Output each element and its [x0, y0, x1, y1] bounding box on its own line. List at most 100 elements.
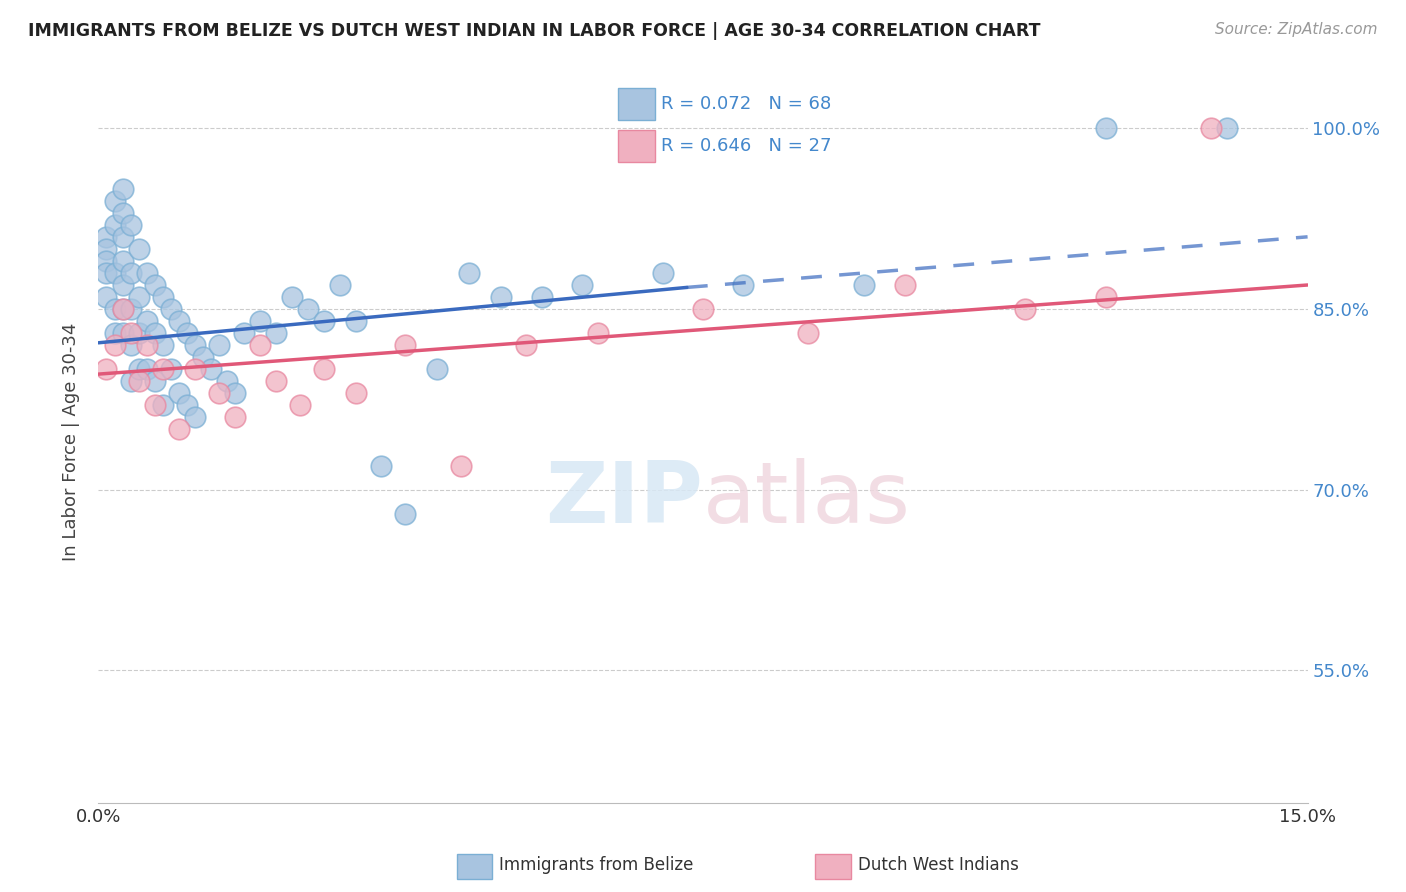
Point — [1014, 301, 1036, 317]
Point — [249, 314, 271, 328]
Point — [797, 326, 820, 341]
Point — [111, 254, 134, 268]
Point — [96, 362, 118, 376]
Point — [176, 398, 198, 412]
Point — [491, 290, 513, 304]
Point — [143, 375, 166, 389]
Point — [96, 254, 118, 268]
Point — [96, 242, 118, 256]
Point — [135, 362, 157, 376]
Point — [103, 266, 125, 280]
Point — [571, 278, 593, 293]
Point — [314, 314, 336, 328]
Point — [217, 375, 239, 389]
Point — [135, 338, 157, 352]
Point — [120, 301, 142, 317]
Text: IMMIGRANTS FROM BELIZE VS DUTCH WEST INDIAN IN LABOR FORCE | AGE 30-34 CORRELATI: IMMIGRANTS FROM BELIZE VS DUTCH WEST IND… — [28, 22, 1040, 40]
Point — [200, 362, 222, 376]
Point — [394, 507, 416, 521]
Point — [111, 182, 134, 196]
Point — [96, 230, 118, 244]
Point — [297, 301, 319, 317]
Point — [193, 350, 215, 364]
Point — [128, 375, 150, 389]
Point — [394, 338, 416, 352]
Point — [111, 205, 134, 219]
Point — [1095, 121, 1118, 136]
Text: Source: ZipAtlas.com: Source: ZipAtlas.com — [1215, 22, 1378, 37]
Point — [1095, 290, 1118, 304]
Point — [111, 230, 134, 244]
Point — [120, 218, 142, 232]
Point — [120, 375, 142, 389]
Point — [450, 458, 472, 473]
Point — [264, 375, 287, 389]
Point — [96, 290, 118, 304]
Point — [103, 326, 125, 341]
Point — [344, 314, 367, 328]
Y-axis label: In Labor Force | Age 30-34: In Labor Force | Age 30-34 — [62, 322, 80, 561]
Bar — [617, 88, 655, 120]
Point — [692, 301, 714, 317]
Point — [370, 458, 392, 473]
Point — [232, 326, 254, 341]
Point — [893, 278, 915, 293]
Point — [224, 410, 246, 425]
Point — [329, 278, 352, 293]
Point — [184, 338, 207, 352]
Point — [103, 301, 125, 317]
Point — [249, 338, 271, 352]
Point — [264, 326, 287, 341]
Point — [288, 398, 311, 412]
Point — [314, 362, 336, 376]
Point — [111, 301, 134, 317]
Text: Dutch West Indians: Dutch West Indians — [858, 856, 1018, 874]
Point — [128, 326, 150, 341]
Point — [1216, 121, 1239, 136]
Point — [224, 386, 246, 401]
Point — [167, 386, 190, 401]
Point — [96, 266, 118, 280]
Point — [143, 278, 166, 293]
Point — [733, 278, 755, 293]
Text: ZIP: ZIP — [546, 458, 703, 541]
Point — [281, 290, 304, 304]
Point — [128, 290, 150, 304]
Point — [184, 410, 207, 425]
Point — [103, 338, 125, 352]
Point — [120, 266, 142, 280]
Point — [344, 386, 367, 401]
Point — [515, 338, 537, 352]
Point — [120, 338, 142, 352]
Point — [135, 266, 157, 280]
Point — [176, 326, 198, 341]
Point — [143, 326, 166, 341]
Text: atlas: atlas — [703, 458, 911, 541]
Text: R = 0.072   N = 68: R = 0.072 N = 68 — [661, 95, 831, 113]
Point — [160, 301, 183, 317]
Point — [135, 314, 157, 328]
Point — [111, 301, 134, 317]
Point — [152, 338, 174, 352]
Point — [143, 398, 166, 412]
Point — [184, 362, 207, 376]
Point — [458, 266, 481, 280]
Point — [152, 398, 174, 412]
Text: R = 0.646   N = 27: R = 0.646 N = 27 — [661, 137, 831, 155]
Point — [152, 362, 174, 376]
Point — [103, 194, 125, 208]
Point — [160, 362, 183, 376]
Point — [167, 423, 190, 437]
Point — [208, 386, 231, 401]
Point — [152, 290, 174, 304]
Point — [1199, 121, 1222, 136]
Point — [128, 242, 150, 256]
Point — [426, 362, 449, 376]
Bar — [617, 130, 655, 162]
Point — [120, 326, 142, 341]
Point — [103, 218, 125, 232]
Point — [586, 326, 609, 341]
Text: Immigrants from Belize: Immigrants from Belize — [499, 856, 693, 874]
Point — [208, 338, 231, 352]
Point — [530, 290, 553, 304]
